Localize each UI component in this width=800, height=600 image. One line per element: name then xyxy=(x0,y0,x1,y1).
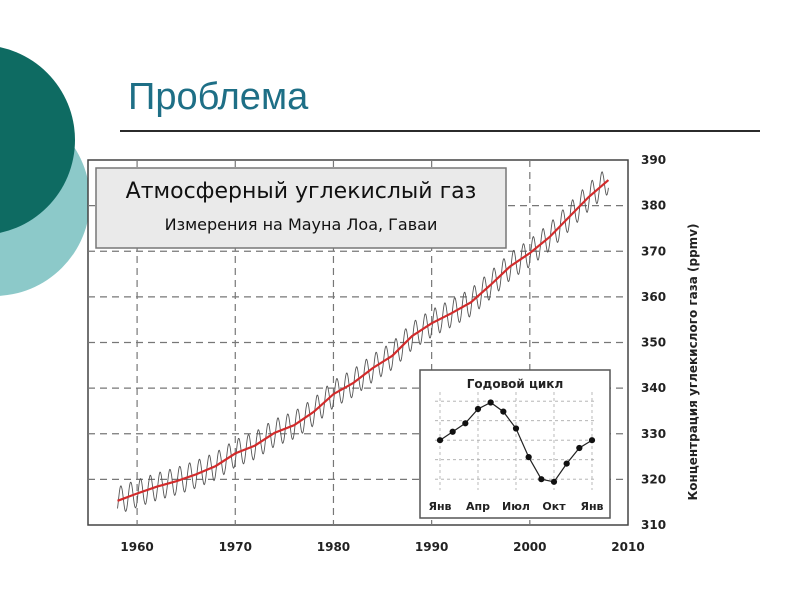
y-tick-label: 370 xyxy=(641,244,666,258)
trend-series-layer xyxy=(117,179,610,502)
inset-x-tick-label: Янв xyxy=(580,500,603,513)
decor-circles xyxy=(0,47,90,296)
x-tick-label: 1990 xyxy=(415,540,448,554)
inset-x-tick-label: Окт xyxy=(542,500,566,513)
inset-cycle-point xyxy=(512,425,520,432)
trend-co2-line xyxy=(117,179,610,502)
slide-decoration xyxy=(0,0,140,330)
y-tick-label: 390 xyxy=(641,153,666,167)
inset-cycle-point xyxy=(462,420,469,427)
inset-x-tick-label: Июл xyxy=(502,500,530,513)
inset-cycle-point xyxy=(474,405,482,413)
chart-title: Атмосферный углекислый газ xyxy=(126,179,477,204)
y-tick-label: 360 xyxy=(641,290,666,304)
y-tick-label: 310 xyxy=(641,518,666,532)
inset-cycle-point xyxy=(550,478,558,485)
inset-cycle-point xyxy=(576,444,583,452)
inset-cycle-point xyxy=(487,399,494,406)
monthly-series-layer xyxy=(117,171,609,513)
x-tick-label: 1960 xyxy=(120,540,153,554)
x-axis-ticks: 1960 1970 1980 1990 2000 2010 xyxy=(120,540,644,554)
inset-series-layer xyxy=(436,399,596,485)
inset-x-tick-label: Янв xyxy=(428,500,451,513)
inset-x-ticks: Янв Апр Июл Окт Янв xyxy=(428,500,603,513)
inset-frame xyxy=(419,369,611,519)
y-tick-label: 320 xyxy=(641,472,666,486)
inset-cycle-point xyxy=(525,454,532,461)
inset-cycle-point xyxy=(588,437,596,444)
dark-circle xyxy=(0,47,75,233)
inset-cycle-point xyxy=(449,428,456,435)
y-tick-label: 380 xyxy=(641,199,666,213)
x-tick-label: 1970 xyxy=(219,540,252,554)
inset-cycle-point xyxy=(500,408,507,415)
title-divider xyxy=(120,130,760,132)
x-tick-label: 1980 xyxy=(317,540,350,554)
inset-cycle-point xyxy=(436,437,444,444)
inset-cycle-point xyxy=(538,476,545,483)
monthly-co2-line xyxy=(117,171,609,513)
chart-subtitle: Измерения на Мауна Лоа, Гаваи xyxy=(165,215,438,234)
slide-title: Проблема xyxy=(128,76,309,118)
x-tick-label: 2000 xyxy=(513,540,546,554)
title-box-frame xyxy=(95,167,507,249)
inset-cycle-point xyxy=(563,460,570,467)
y-tick-label: 330 xyxy=(641,427,666,441)
inset-x-tick-label: Апр xyxy=(466,500,490,513)
inset-title: Годовой цикл xyxy=(467,377,564,391)
chart-title-box: Атмосферный углекислый газ Измерения на … xyxy=(95,167,507,249)
y-axis-ticks: 310 320 330 340 350 360 370 380 390 xyxy=(641,153,666,532)
y-tick-label: 350 xyxy=(641,336,666,350)
y-tick-label: 340 xyxy=(641,381,666,395)
annual-cycle-inset: Годовой цикл Янв Апр Июл Окт Янв xyxy=(419,369,611,519)
y-axis-label: Концентрация углекислого газа (ppmv) xyxy=(686,224,700,501)
x-tick-label: 2010 xyxy=(611,540,644,554)
